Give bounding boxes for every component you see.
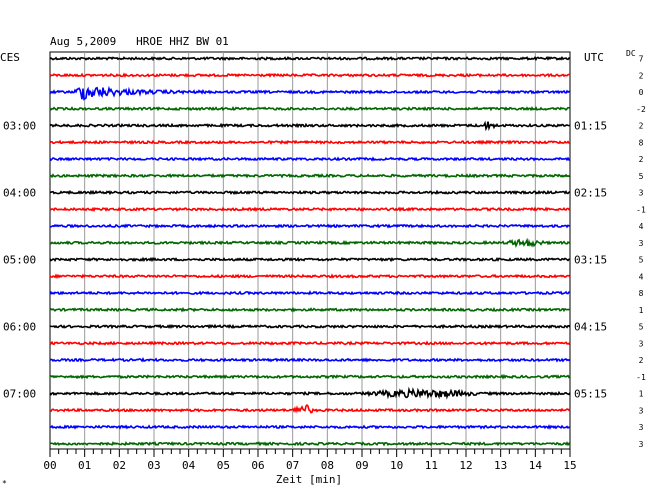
- x-tick-label: 02: [113, 459, 126, 472]
- dc-value: 3: [639, 189, 644, 198]
- dc-value: 2: [639, 356, 644, 365]
- trace-3: [49, 106, 571, 112]
- trace-12: [49, 256, 571, 263]
- dc-value: 3: [639, 339, 644, 348]
- dc-value: 0: [639, 88, 644, 97]
- trace-11: [49, 237, 571, 249]
- trace-14: [49, 290, 571, 296]
- dc-value: 3: [639, 239, 644, 248]
- dc-value: 2: [639, 71, 644, 80]
- trace-15: [49, 306, 571, 313]
- dc-value: 2: [639, 122, 644, 131]
- trace-6: [49, 156, 571, 162]
- dc-value: 5: [639, 323, 644, 332]
- right-timezone-label: UTC: [584, 51, 604, 64]
- x-tick-label: 11: [425, 459, 438, 472]
- trace-20: [49, 386, 571, 400]
- dc-values: 7 2 0 -2 2 8 2 5 3 -1 4 3 5 4 8 1 5 3 2 -1 1 3 3 3: [636, 55, 646, 449]
- trace-1: [49, 72, 571, 79]
- x-axis: 00 01 02 03 04 05 06 07 08 09 10 11 12 13 14 15: [43, 449, 577, 472]
- dc-value: 1: [639, 306, 644, 315]
- x-tick-label: 03: [147, 459, 160, 472]
- trace-5: [49, 139, 571, 145]
- x-tick-label: 10: [390, 459, 403, 472]
- left-hour-label: 03:00: [3, 120, 36, 133]
- trace-22: [49, 424, 571, 430]
- trace-4: [49, 120, 571, 132]
- corner-mark: *: [2, 479, 7, 488]
- dc-value: 3: [639, 406, 644, 415]
- trace-17: [49, 340, 571, 346]
- x-tick-label: 05: [217, 459, 230, 472]
- left-hour-label: 07:00: [3, 388, 36, 401]
- x-axis-label: Zeit [min]: [276, 473, 342, 486]
- right-hour-label: 01:15: [574, 120, 607, 133]
- trace-13: [49, 273, 571, 280]
- dc-value: 5: [639, 256, 644, 265]
- left-timezone-label: CES: [0, 51, 20, 64]
- x-tick-label: 06: [251, 459, 264, 472]
- dc-value: 5: [639, 172, 644, 181]
- dc-value: -2: [636, 105, 646, 114]
- right-hour-label: 05:15: [574, 388, 607, 401]
- x-tick-label: 12: [459, 459, 472, 472]
- dc-value: 3: [639, 440, 644, 449]
- trace-21: [49, 404, 571, 414]
- left-hour-label: 04:00: [3, 187, 36, 200]
- x-tick-label: 00: [43, 459, 56, 472]
- plot-frame: [49, 51, 571, 450]
- x-tick-label: 15: [563, 459, 576, 472]
- trace-7: [49, 173, 571, 179]
- dc-value: 4: [639, 222, 644, 231]
- trace-10: [50, 223, 571, 229]
- dc-value: 2: [639, 155, 644, 164]
- trace-9: [49, 206, 571, 213]
- trace-16: [49, 323, 571, 330]
- dc-value: 8: [639, 289, 644, 298]
- trace-8: [49, 189, 571, 196]
- trace-23: [49, 441, 571, 447]
- x-tick-label: 08: [321, 459, 334, 472]
- right-hour-label: 03:15: [574, 254, 607, 267]
- x-tick-label: 14: [529, 459, 543, 472]
- hour-labels: 03:00 04:00 05:00 06:00 07:00 01:15 02:15 03:15…: [3, 120, 607, 401]
- dc-value: -1: [636, 373, 646, 382]
- x-tick-label: 07: [286, 459, 299, 472]
- x-tick-label: 13: [494, 459, 507, 472]
- right-hour-label: 02:15: [574, 187, 607, 200]
- dc-value: 8: [639, 138, 644, 147]
- x-tick-label: 01: [78, 459, 91, 472]
- chart-title: Aug 5,2009 HROE HHZ BW 01: [50, 35, 229, 48]
- dc-value: 1: [639, 390, 644, 399]
- dc-value: 4: [639, 272, 644, 281]
- traces: [49, 55, 571, 447]
- trace-19: [49, 373, 571, 380]
- dc-value: 3: [639, 423, 644, 432]
- dc-value: 7: [639, 55, 644, 64]
- grid: [84, 52, 536, 449]
- x-tick-label: 04: [182, 459, 196, 472]
- left-hour-label: 06:00: [3, 321, 36, 334]
- dc-value: -1: [636, 205, 646, 214]
- trace-2: [49, 85, 571, 101]
- dc-header-label: DC: [626, 49, 636, 58]
- left-hour-label: 05:00: [3, 254, 36, 267]
- trace-0: [49, 55, 571, 62]
- x-tick-label: 09: [355, 459, 368, 472]
- plot-border: [49, 51, 571, 450]
- right-hour-label: 04:15: [574, 321, 607, 334]
- trace-18: [49, 357, 571, 363]
